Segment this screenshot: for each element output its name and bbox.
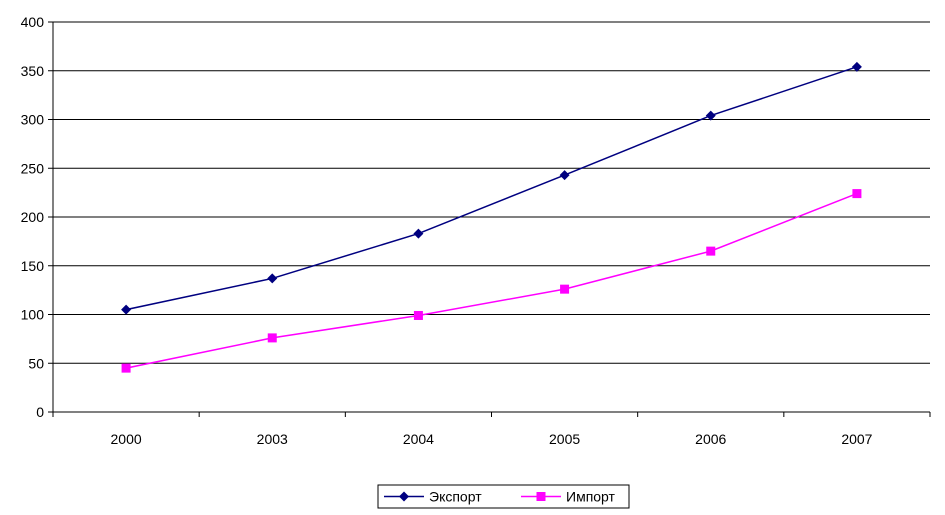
legend-marker-diamond	[399, 491, 409, 502]
y-tick-label: 250	[21, 160, 45, 176]
x-tick-label: 2004	[403, 431, 434, 447]
data-point-diamond	[413, 228, 424, 239]
x-tick-label: 2007	[841, 431, 872, 447]
data-point-diamond	[851, 61, 862, 72]
y-tick-label: 50	[28, 355, 44, 371]
data-point-square	[121, 363, 131, 373]
data-point-square	[560, 284, 570, 294]
legend-entry-1: Экспорт	[384, 489, 482, 505]
data-point-square	[706, 246, 716, 256]
y-tick-label: 400	[21, 14, 45, 30]
legend-marker-square	[536, 492, 546, 501]
y-tick-label: 0	[36, 404, 44, 420]
data-point-diamond	[559, 170, 570, 181]
series-1	[121, 61, 862, 315]
data-point-diamond	[267, 273, 278, 284]
data-point-square	[267, 333, 277, 343]
data-point-square	[413, 310, 423, 320]
legend-label: Экспорт	[429, 489, 482, 505]
grid-lines	[53, 21, 930, 364]
data-point-square	[852, 189, 862, 199]
axes: 0 50 100 150 200 250 300 350 400 2000 2003 2004 2005…	[21, 14, 931, 447]
series-group	[121, 61, 862, 373]
series-line	[125, 192, 858, 369]
legend-entry-2: Импорт	[521, 489, 616, 505]
series-2	[121, 189, 862, 373]
series-line	[125, 66, 858, 311]
x-tick-label: 2000	[111, 431, 142, 447]
legend: Экспорт Импорт	[377, 484, 630, 509]
data-point-diamond	[121, 304, 132, 315]
y-tick-label: 200	[21, 209, 45, 225]
data-point-diamond	[705, 110, 716, 121]
x-tick-label: 2005	[549, 431, 580, 447]
y-tick-label: 350	[21, 63, 45, 79]
x-tick-label: 2003	[257, 431, 288, 447]
y-tick-label: 300	[21, 112, 45, 128]
legend-label: Импорт	[566, 489, 616, 505]
y-tick-label: 100	[21, 307, 45, 323]
x-tick-label: 2006	[695, 431, 726, 447]
y-tick-label: 150	[21, 258, 45, 274]
legend-box	[377, 484, 630, 509]
